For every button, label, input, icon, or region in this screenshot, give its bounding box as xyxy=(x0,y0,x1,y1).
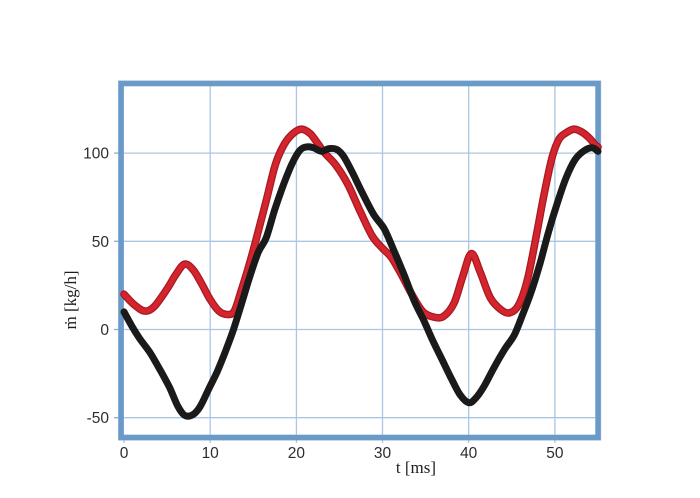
y-axis-label: ṁ [kg/h] xyxy=(61,270,80,329)
y-tick-label: 100 xyxy=(83,146,109,163)
plot-area xyxy=(124,86,598,435)
x-tick-labels: 0 10 20 30 40 50 xyxy=(120,445,564,462)
red-curve xyxy=(121,126,601,321)
x-axis-label: t [ms] xyxy=(396,458,436,477)
x-tick-label: 20 xyxy=(288,445,306,462)
gridlines xyxy=(114,86,598,443)
plot-frame xyxy=(118,80,601,441)
y-tick-label: 50 xyxy=(92,234,110,251)
y-tick-label: -50 xyxy=(87,410,110,427)
y-tick-label: 0 xyxy=(100,322,109,339)
black-curve xyxy=(120,143,602,420)
y-tick-labels: 100 50 0 -50 xyxy=(83,146,109,428)
x-tick-label: 0 xyxy=(120,445,129,462)
x-tick-label: 40 xyxy=(460,445,478,462)
series-group xyxy=(120,125,602,420)
x-tick-label: 50 xyxy=(546,445,564,462)
x-tick-label: 10 xyxy=(202,445,220,462)
x-tick-label: 30 xyxy=(374,445,392,462)
